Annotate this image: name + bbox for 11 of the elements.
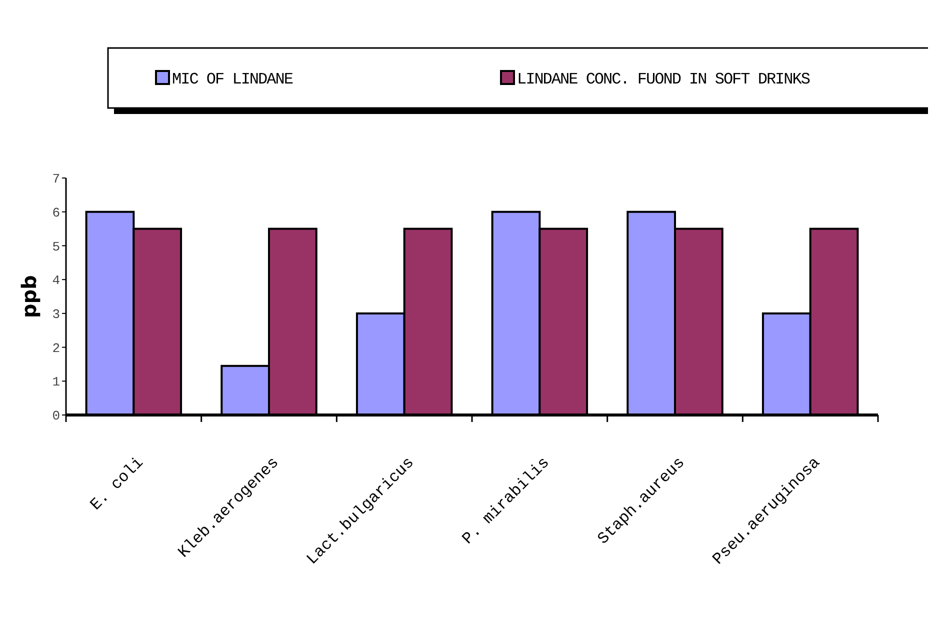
y-tick-label: 1 [52,374,60,390]
legend-label: MIC OF LINDANE [172,70,293,89]
y-tick-label: 7 [52,172,60,187]
y-tick-label: 6 [52,205,60,220]
legend-label: LINDANE CONC. FUOND IN SOFT DRINKS [517,70,810,89]
y-tick-label: 5 [52,239,60,254]
y-tick-label: 3 [52,306,60,322]
y-tick-label: 0 [52,408,60,424]
y-tick-label: 4 [52,273,60,288]
y-axis-title: ppb [17,275,41,318]
y-tick-label: 2 [52,340,60,356]
